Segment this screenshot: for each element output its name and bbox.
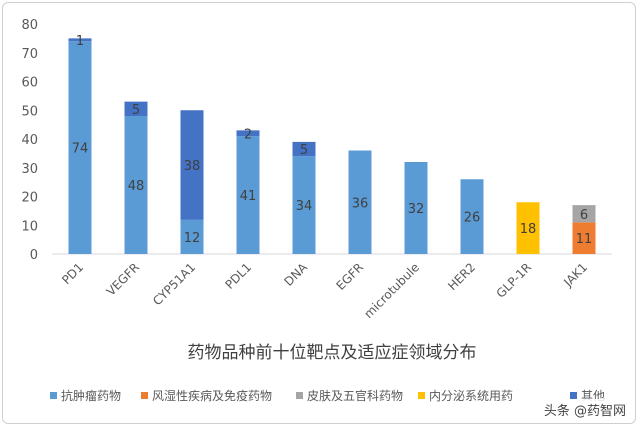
x-tick-label: DNA [282, 260, 311, 289]
bar-segment [516, 202, 540, 254]
y-tick-label: 0 [30, 248, 38, 263]
data-label: 32 [408, 202, 425, 217]
bar-segment [124, 116, 148, 254]
legend-swatch [418, 392, 425, 399]
data-label: 6 [580, 208, 588, 223]
legend-label: 皮肤及五官科药物 [307, 388, 403, 403]
x-tick-label: GLP-1R [494, 260, 534, 300]
x-tick-label: microtubule [361, 260, 422, 321]
watermark: 头条 @药智网 [539, 399, 630, 420]
x-tick-label: HER2 [445, 260, 478, 293]
data-label: 2 [244, 127, 252, 142]
y-tick-label: 60 [21, 76, 38, 91]
bar-segment [460, 179, 484, 254]
x-tick-label: PDL1 [222, 260, 254, 292]
legend-label: 抗肿瘤药物 [61, 388, 121, 403]
bar-segment [68, 38, 92, 42]
bar-segment [180, 219, 204, 254]
bar-segment [404, 162, 428, 254]
legend-label: 风湿性疾病及免疫药物 [152, 388, 272, 403]
data-label: 18 [520, 222, 537, 237]
bar-segment [236, 130, 260, 137]
bar-segment [124, 101, 148, 116]
y-tick-label: 10 [21, 219, 38, 234]
bar-segment [292, 141, 316, 157]
y-tick-label: 70 [21, 47, 38, 62]
legend-swatch [141, 392, 148, 399]
y-tick-label: 80 [21, 18, 38, 33]
data-label: 5 [300, 143, 308, 158]
bar-segment [572, 222, 596, 254]
legend-label: 内分泌系统用药 [429, 389, 513, 403]
x-tick-label: EGFR [334, 260, 367, 293]
bar-segment [68, 41, 92, 254]
legend-swatch [296, 392, 303, 399]
data-label: 74 [72, 142, 89, 157]
bar-segment [348, 150, 372, 254]
x-tick-label: PD1 [59, 260, 86, 287]
y-tick-label: 40 [21, 133, 38, 148]
x-tick-label: VEGFR [104, 260, 142, 298]
chart-title: 药物品种前十位靶点及适应症领域分布 [188, 343, 477, 363]
data-label: 36 [352, 196, 369, 211]
y-tick-label: 20 [21, 191, 38, 206]
data-label: 5 [132, 103, 140, 118]
data-label: 38 [184, 159, 201, 174]
bar-segment [572, 205, 596, 223]
data-label: 48 [128, 179, 145, 194]
legend-swatch [570, 392, 577, 399]
bar-segment [236, 136, 260, 254]
data-label: 1 [76, 34, 84, 49]
data-label: 26 [464, 211, 481, 226]
x-tick-label: JAK1 [560, 260, 590, 290]
data-label: 34 [296, 199, 313, 214]
legend-swatch [50, 392, 57, 399]
bar-segment [292, 156, 316, 254]
y-tick-label: 50 [21, 104, 38, 119]
x-tick-label: CYP51A1 [150, 260, 198, 308]
data-label: 12 [184, 231, 201, 246]
y-tick-label: 30 [21, 162, 38, 177]
data-label: 11 [576, 232, 593, 247]
data-label: 41 [240, 189, 257, 204]
bar-segment [180, 110, 204, 220]
